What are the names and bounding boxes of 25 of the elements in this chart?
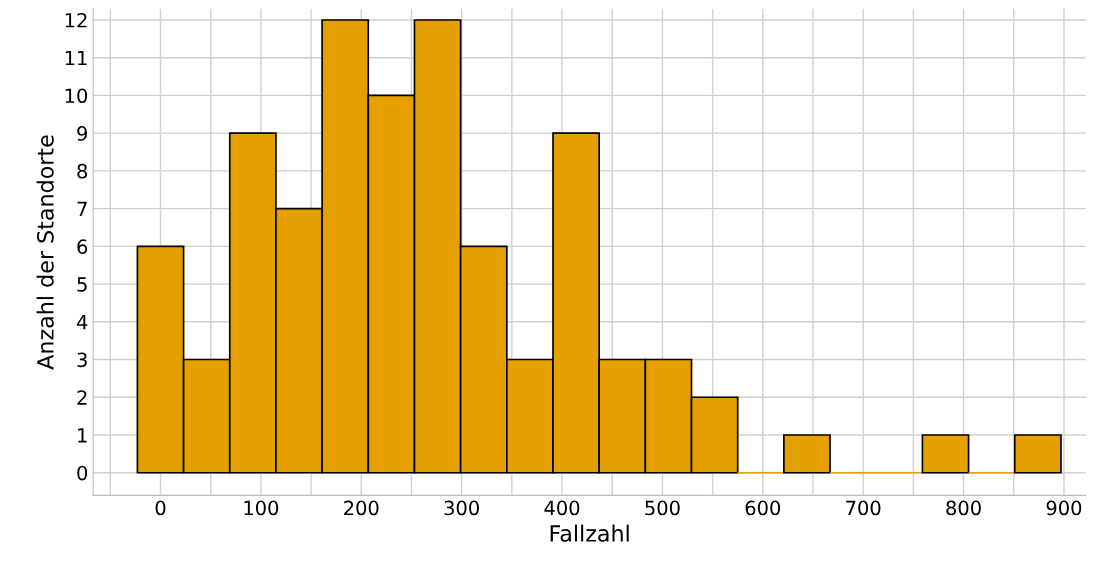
y-tick-label: 5	[77, 277, 87, 292]
y-tick-label: 10	[65, 88, 88, 104]
y-tick-label: 8	[77, 163, 88, 179]
y-tick-label: 1	[78, 428, 87, 443]
y-tick-label: 9	[77, 126, 88, 141]
y-tick-label: 4	[76, 315, 88, 330]
y-tick-label: 12	[65, 12, 87, 28]
y-tick-label: 2	[77, 390, 87, 405]
x-tick-label: 800	[946, 500, 981, 516]
x-tick-label: 600	[745, 500, 781, 516]
x-tick-label: 200	[344, 500, 379, 516]
x-tick-label: 900	[1046, 500, 1082, 516]
x-tick-label: 500	[645, 500, 680, 516]
y-tick-label: 3	[77, 352, 87, 368]
y-tick-label: 0	[77, 465, 88, 481]
x-tick-label: 300	[444, 500, 479, 516]
y-tick-label: 11	[65, 50, 87, 66]
x-tick-label: 0	[155, 500, 166, 516]
x-tick-label: 400	[544, 500, 580, 516]
y-axis-title: Anzahl der Standorte	[36, 135, 54, 370]
x-tick-label: 700	[846, 500, 881, 516]
y-tick-label: 7	[77, 201, 87, 216]
y-tick-label: 6	[77, 239, 88, 254]
x-axis-title: Fallzahl	[550, 524, 629, 542]
x-tick-label: 100	[244, 500, 279, 516]
